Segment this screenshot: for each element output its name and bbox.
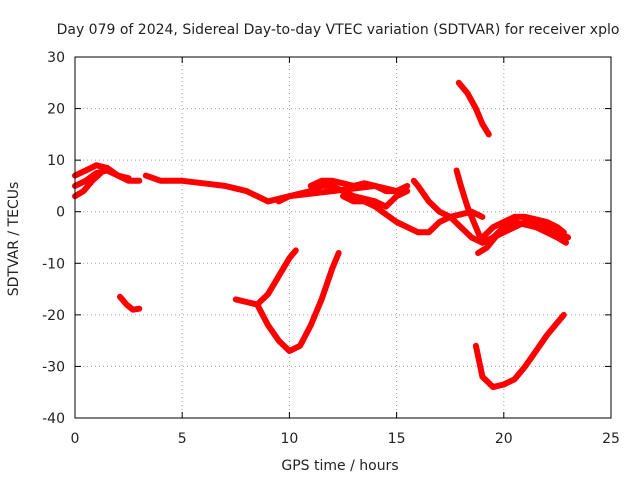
series-line-s14 [232,247,299,308]
plot-frame [74,56,612,419]
series-line-s4 [142,172,411,205]
y-tick-label: -40 [42,411,65,427]
y-tick-label: -10 [42,256,65,272]
series-line-s11 [475,219,569,256]
y-tick-label: -20 [42,308,65,324]
x-tick-label: 0 [71,431,80,447]
y-axis-label: SDTVAR / TECUs [6,182,22,297]
y-tick-label: 20 [47,102,65,118]
series-line-s15 [254,250,342,354]
y-tick-label: 0 [56,205,65,221]
x-tick-label: 20 [495,431,513,447]
series-line-s16 [472,311,567,391]
series-line-s13 [117,293,143,313]
grid-lines [75,57,611,418]
x-tick-label: 25 [602,431,620,447]
series-line-s12 [455,79,492,138]
chart-title: Day 079 of 2024, Sidereal Day-to-day VTE… [57,22,620,38]
tick-marks: 0 5 10 15 20 25 30 20 10 0 -10 -20 -30 -40 [42,50,620,447]
x-tick-label: 10 [280,431,298,447]
series-line-s5 [275,182,411,210]
y-tick-label: 10 [47,153,65,169]
series-line-s10 [479,213,567,241]
series-layer [72,79,572,391]
series-line-s9 [453,167,572,246]
x-tick-label: 5 [178,431,187,447]
series-line-s3 [72,170,104,200]
y-tick-label: 30 [47,50,65,66]
x-tick-label: 15 [388,431,406,447]
y-tick-label: -30 [42,359,65,375]
x-axis-label: GPS time / hours [281,458,398,474]
series-line-s6 [307,177,400,195]
